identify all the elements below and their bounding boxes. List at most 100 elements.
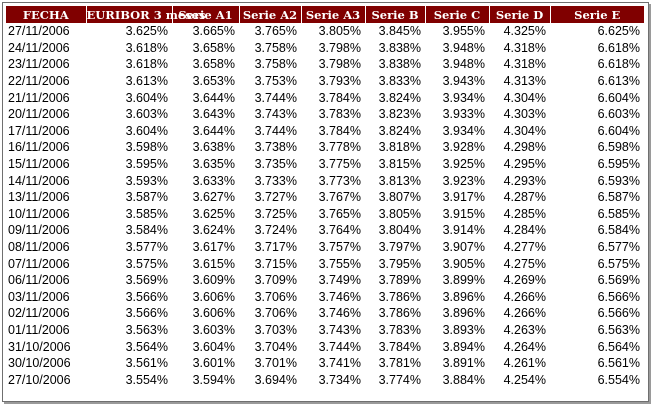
date-cell: 20/11/2006 bbox=[8, 107, 70, 122]
rate-cell: 3.783% bbox=[318, 107, 361, 122]
rate-cell: 3.694% bbox=[254, 372, 297, 387]
rate-cell: 3.884% bbox=[442, 372, 485, 387]
rate-cell: 6.566% bbox=[597, 306, 640, 321]
rate-cell: 3.743% bbox=[254, 107, 297, 122]
rate-cell: 3.757% bbox=[318, 240, 361, 255]
rate-cell: 3.789% bbox=[378, 273, 421, 288]
rate-cell: 4.277% bbox=[503, 240, 546, 255]
rate-cell: 6.598% bbox=[597, 140, 640, 155]
rate-cell: 3.743% bbox=[318, 322, 361, 337]
rate-cell: 3.744% bbox=[254, 123, 297, 138]
rate-cell: 3.767% bbox=[318, 190, 361, 205]
rate-cell: 4.304% bbox=[503, 90, 546, 105]
rate-cell: 6.595% bbox=[597, 157, 640, 172]
table-row: 14/11/2006 3.593% 3.633% 3.733% 3.773% 3.813%… bbox=[6, 172, 644, 189]
rate-cell: 3.798% bbox=[318, 57, 361, 72]
rate-cell: 3.701% bbox=[254, 356, 297, 371]
rate-cell: 3.587% bbox=[125, 190, 168, 205]
table-row: 23/11/2006 3.618% 3.658% 3.758% 3.798% 3.838%… bbox=[6, 56, 644, 73]
header-row: FECHA EURIBOR 3 meses Serie A1 Serie A2 Seri… bbox=[6, 6, 644, 23]
rate-cell: 3.948% bbox=[442, 40, 485, 55]
date-cell: 08/11/2006 bbox=[8, 240, 70, 255]
rate-cell: 6.575% bbox=[597, 256, 640, 271]
rate-cell: 3.758% bbox=[254, 40, 297, 55]
rate-cell: 6.593% bbox=[597, 173, 640, 188]
date-cell: 09/11/2006 bbox=[8, 223, 70, 238]
rate-cell: 3.604% bbox=[125, 123, 168, 138]
rate-cell: 4.318% bbox=[503, 57, 546, 72]
rate-cell: 4.295% bbox=[503, 157, 546, 172]
rate-cell: 3.569% bbox=[125, 273, 168, 288]
header-fecha: FECHA bbox=[6, 6, 87, 23]
date-cell: 14/11/2006 bbox=[8, 173, 70, 188]
rate-cell: 3.795% bbox=[378, 256, 421, 271]
rate-cell: 3.773% bbox=[318, 173, 361, 188]
rate-cell: 3.804% bbox=[378, 223, 421, 238]
date-cell: 03/11/2006 bbox=[8, 289, 70, 304]
rate-cell: 6.566% bbox=[597, 289, 640, 304]
date-cell: 30/10/2006 bbox=[8, 356, 71, 371]
rate-cell: 3.933% bbox=[442, 107, 485, 122]
rate-cell: 3.784% bbox=[318, 123, 361, 138]
rate-cell: 3.604% bbox=[192, 339, 235, 354]
rate-cell: 3.734% bbox=[318, 372, 361, 387]
rate-cell: 3.783% bbox=[378, 322, 421, 337]
rate-cell: 3.658% bbox=[192, 40, 235, 55]
rate-cell: 3.778% bbox=[318, 140, 361, 155]
table-row: 15/11/2006 3.595% 3.635% 3.735% 3.775% 3.815%… bbox=[6, 156, 644, 173]
rate-cell: 3.813% bbox=[378, 173, 421, 188]
rate-cell: 3.603% bbox=[192, 322, 235, 337]
rate-cell: 3.566% bbox=[125, 289, 168, 304]
date-cell: 31/10/2006 bbox=[8, 339, 71, 354]
rate-cell: 3.643% bbox=[192, 107, 235, 122]
rate-cell: 3.709% bbox=[254, 273, 297, 288]
rate-cell: 4.298% bbox=[503, 140, 546, 155]
date-cell: 23/11/2006 bbox=[8, 57, 70, 72]
rate-cell: 3.749% bbox=[318, 273, 361, 288]
rate-cell: 3.833% bbox=[378, 74, 421, 89]
rate-cell: 3.823% bbox=[378, 107, 421, 122]
rate-cell: 3.618% bbox=[125, 40, 168, 55]
rate-cell: 4.287% bbox=[503, 190, 546, 205]
rate-cell: 3.617% bbox=[192, 240, 235, 255]
rate-cell: 3.764% bbox=[318, 223, 361, 238]
rate-cell: 3.653% bbox=[192, 74, 235, 89]
rate-cell: 6.563% bbox=[597, 322, 640, 337]
rate-cell: 3.715% bbox=[254, 256, 297, 271]
rate-cell: 3.703% bbox=[254, 322, 297, 337]
header-serie-e: Serie E bbox=[550, 6, 644, 23]
rate-cell: 6.569% bbox=[597, 273, 640, 288]
rate-cell: 4.318% bbox=[503, 40, 546, 55]
rate-cell: 3.894% bbox=[442, 339, 485, 354]
rate-cell: 4.261% bbox=[503, 356, 546, 371]
rate-cell: 3.598% bbox=[125, 140, 168, 155]
rate-cell: 3.584% bbox=[125, 223, 168, 238]
rate-cell: 4.263% bbox=[503, 322, 546, 337]
rate-cell: 3.893% bbox=[442, 322, 485, 337]
rate-cell: 4.285% bbox=[503, 206, 546, 221]
rate-cell: 6.618% bbox=[597, 40, 640, 55]
rate-cell: 3.704% bbox=[254, 339, 297, 354]
date-cell: 02/11/2006 bbox=[8, 306, 70, 321]
rate-cell: 3.644% bbox=[192, 90, 235, 105]
table-row: 21/11/2006 3.604% 3.644% 3.744% 3.784% 3.824%… bbox=[6, 89, 644, 106]
rate-cell: 4.264% bbox=[503, 339, 546, 354]
rate-cell: 3.635% bbox=[192, 157, 235, 172]
table-row: 13/11/2006 3.587% 3.627% 3.727% 3.767% 3.807%… bbox=[6, 189, 644, 206]
rate-cell: 3.899% bbox=[442, 273, 485, 288]
rate-cell: 3.564% bbox=[125, 339, 168, 354]
rate-cell: 3.824% bbox=[378, 123, 421, 138]
header-serie-c: Serie C bbox=[425, 6, 490, 23]
table-row: 03/11/2006 3.566% 3.606% 3.706% 3.746% 3.786%… bbox=[6, 289, 644, 306]
table-row: 16/11/2006 3.598% 3.638% 3.738% 3.778% 3.818%… bbox=[6, 139, 644, 156]
rate-cell: 3.845% bbox=[378, 24, 421, 39]
rate-cell: 3.784% bbox=[318, 90, 361, 105]
rate-cell: 3.818% bbox=[378, 140, 421, 155]
date-cell: 27/11/2006 bbox=[8, 24, 70, 39]
rate-cell: 3.658% bbox=[192, 57, 235, 72]
rate-cell: 3.805% bbox=[318, 24, 361, 39]
rate-cell: 6.587% bbox=[597, 190, 640, 205]
rate-cell: 3.905% bbox=[442, 256, 485, 271]
rate-cell: 3.758% bbox=[254, 57, 297, 72]
